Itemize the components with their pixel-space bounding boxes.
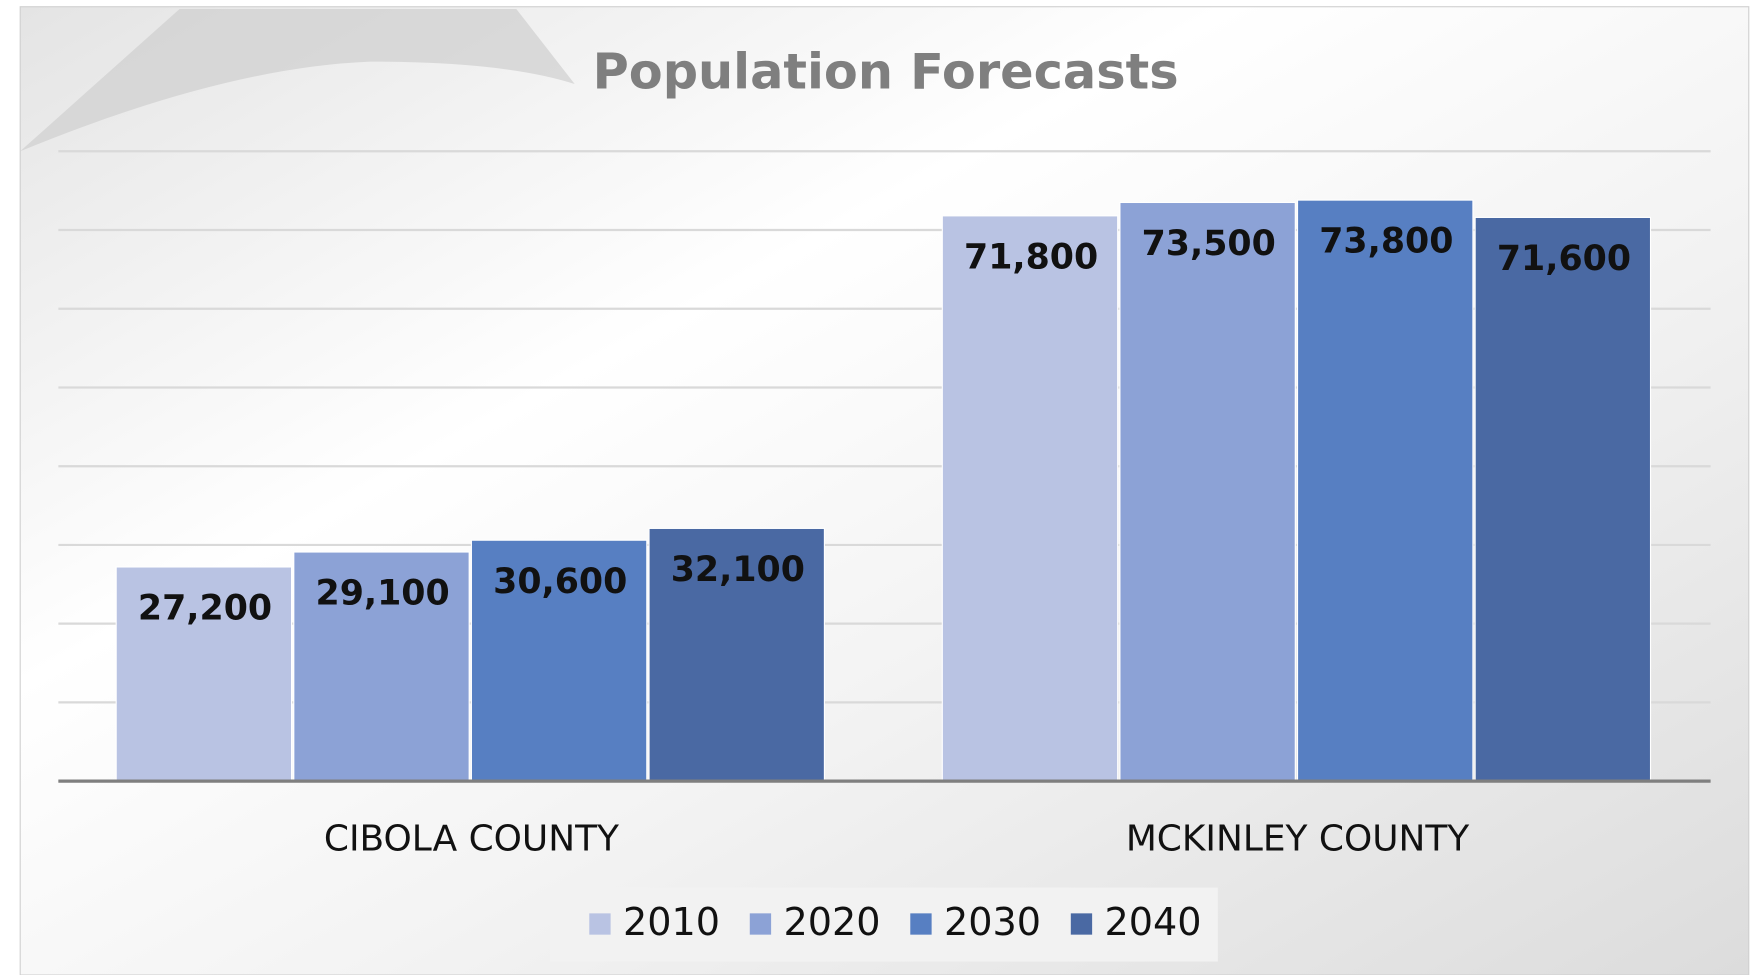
legend-background [549, 887, 1218, 962]
x-tick-label: CIBOLA COUNTY [324, 819, 619, 860]
legend-label: 2010 [623, 900, 720, 944]
data-label: 71,800 [964, 237, 1098, 277]
bar [470, 539, 648, 782]
data-label: 29,100 [316, 574, 450, 614]
data-label: 32,100 [671, 550, 805, 590]
x-tick-label: MCKINLEY COUNTY [1126, 819, 1469, 860]
legend-swatch [589, 913, 611, 935]
legend-swatch [1070, 913, 1093, 935]
bar [648, 527, 825, 782]
legend-swatch [749, 913, 772, 935]
bar [1296, 199, 1474, 782]
data-label: 73,800 [1319, 222, 1453, 262]
chart-title: Population Forecasts [593, 43, 1179, 101]
bar [1474, 216, 1652, 782]
legend-swatch [910, 913, 932, 935]
legend-label: 2020 [783, 900, 880, 944]
data-label: 73,500 [1142, 224, 1276, 264]
bar [293, 551, 470, 782]
data-label: 30,600 [493, 562, 627, 602]
bar [941, 215, 1119, 782]
legend-label: 2040 [1104, 900, 1201, 944]
bar [1119, 201, 1296, 782]
data-label: 27,200 [138, 589, 272, 629]
bar [115, 566, 293, 782]
page-curl [20, 8, 575, 152]
data-label: 71,600 [1497, 239, 1631, 279]
legend-label: 2030 [944, 900, 1041, 944]
